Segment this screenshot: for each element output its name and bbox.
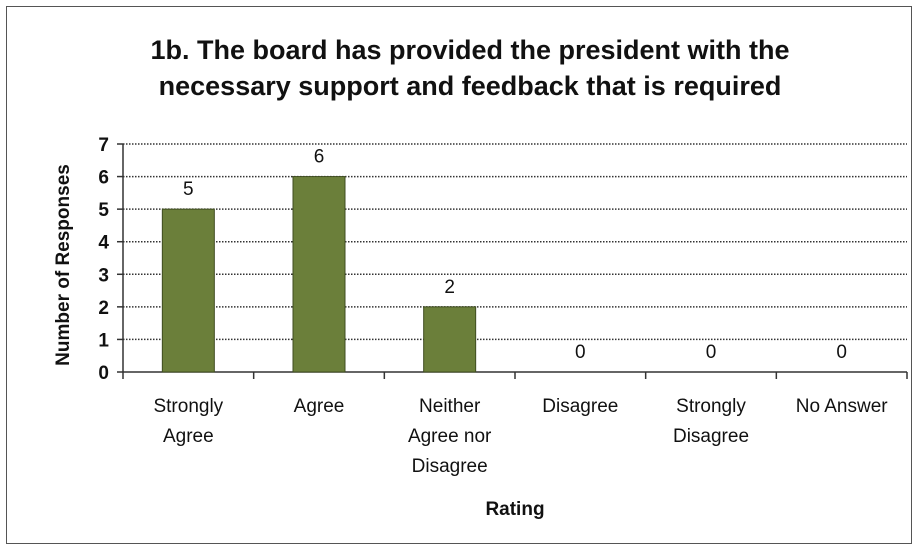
y-axis-label: Number of Responses	[53, 164, 74, 366]
data-label: 0	[706, 342, 717, 363]
x-category-label: No Answer	[796, 396, 889, 417]
data-label: 5	[183, 179, 194, 200]
data-label: 6	[314, 147, 325, 168]
x-category-label: Neither Agree nor Disagree	[408, 396, 492, 477]
y-tick-label: 4	[98, 233, 109, 254]
x-category-label: Agree	[294, 396, 345, 417]
chart-frame: 1b. The board has provided the president…	[6, 6, 912, 544]
x-category-label: Strongly Disagree	[673, 396, 749, 447]
data-label: 2	[444, 277, 455, 298]
x-axis-label: Rating	[485, 499, 544, 520]
y-tick-label: 2	[98, 298, 109, 319]
x-category-label: Strongly Agree	[153, 396, 223, 447]
data-label: 0	[575, 342, 586, 363]
y-tick-label: 0	[98, 363, 109, 384]
x-category-label: Disagree	[542, 396, 618, 417]
y-tick-label: 3	[98, 265, 109, 286]
chart-title-line: necessary support and feedback that is r…	[159, 71, 782, 101]
y-tick-label: 7	[98, 135, 109, 156]
y-tick-label: 5	[98, 200, 109, 221]
bar	[161, 208, 215, 373]
bar	[292, 176, 346, 373]
bar	[423, 306, 477, 373]
chart-title-line: 1b. The board has provided the president…	[150, 35, 789, 65]
data-label: 0	[836, 342, 847, 363]
chart-title: 1b. The board has provided the president…	[150, 35, 789, 101]
data-labels: 5 6 2 0 0 0	[183, 147, 847, 363]
gridlines	[123, 143, 907, 341]
axes	[117, 143, 908, 379]
y-tick-labels: 0 1 2 3 4 5 6 7	[98, 135, 109, 384]
bar-chart: 1b. The board has provided the president…	[53, 35, 908, 520]
bars	[161, 176, 477, 373]
x-category-labels: Strongly Agree Agree Neither Agree nor Disagr…	[153, 396, 888, 477]
y-tick-label: 1	[98, 330, 109, 351]
y-tick-label: 6	[98, 168, 109, 189]
